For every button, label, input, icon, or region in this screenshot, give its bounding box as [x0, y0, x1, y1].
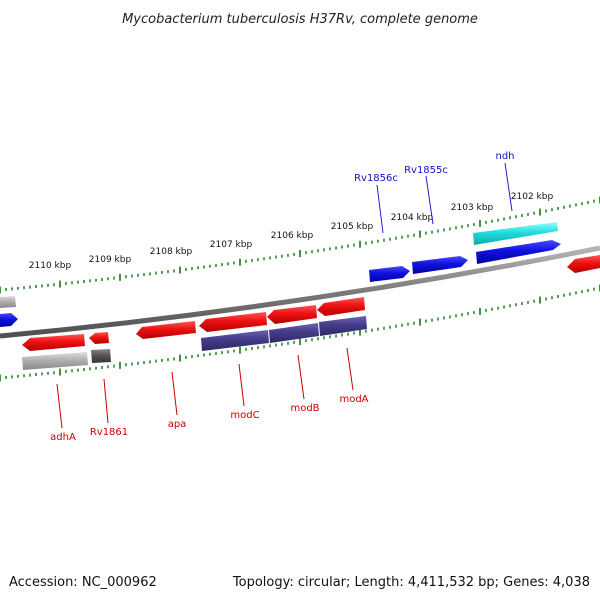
gene-adha-gray [22, 352, 88, 370]
tick-label-2103: 2103 kbp [451, 203, 494, 213]
gene-label-modb[interactable]: modB [290, 403, 319, 414]
gene-label-moda[interactable]: modA [339, 394, 368, 405]
tick-label-2104: 2104 kbp [391, 213, 434, 223]
gene-adha[interactable] [22, 334, 85, 351]
gene-ndh[interactable] [473, 222, 558, 245]
gene-rv1856c[interactable] [369, 266, 410, 282]
gene-rv1861[interactable] [89, 332, 109, 344]
forward-strand-features [22, 297, 367, 370]
gene-label-ndh[interactable]: ndh [495, 151, 514, 162]
gene-modc[interactable] [199, 312, 267, 332]
inner-tick-track [0, 284, 600, 382]
gene-modb-purple [269, 323, 319, 343]
genome-summary-text: Topology: circular; Length: 4,411,532 bp… [232, 575, 590, 590]
reverse-strand-features [0, 222, 600, 327]
gene-label-apa[interactable]: apa [168, 419, 187, 430]
gene-label-rv1855c[interactable]: Rv1855c [404, 165, 448, 176]
tick-label-2105: 2105 kbp [331, 222, 374, 232]
tick-label-2107: 2107 kbp [210, 240, 253, 250]
gene-label-adha[interactable]: adhA [50, 432, 76, 443]
gene-label-modc[interactable]: modC [230, 410, 259, 421]
gene-rv1861-gray [91, 349, 111, 363]
gene-moda[interactable] [317, 297, 365, 316]
tick-labels: 2110 kbp 2109 kbp 2108 kbp 2107 kbp 2106… [29, 192, 554, 271]
gene-label-rv1861[interactable]: Rv1861 [90, 427, 128, 438]
gene-modc-purple [201, 330, 269, 351]
gene-apa[interactable] [136, 321, 196, 339]
top-callout-lines [376, 162, 513, 234]
gene-blue-partial-left [0, 313, 18, 327]
accession-text: Accession: NC_000962 [9, 575, 157, 590]
gene-rv1855c[interactable] [412, 256, 468, 274]
outer-tick-track [0, 196, 600, 294]
tick-label-2110: 2110 kbp [29, 261, 72, 271]
map-title: Mycobacterium tuberculosis H37Rv, comple… [122, 12, 478, 27]
callout-line-rv1861 [103, 378, 109, 424]
bottom-gene-labels: adhA Rv1861 apa modC modB modA [50, 394, 369, 443]
callout-line-modc [238, 363, 245, 407]
gene-ndh-blue[interactable] [476, 240, 561, 264]
gene-modb[interactable] [267, 305, 317, 324]
tick-label-2109: 2109 kbp [89, 255, 132, 265]
callout-line-adha [56, 383, 63, 429]
tick-label-2108: 2108 kbp [150, 247, 193, 257]
gene-red-partial-right [567, 255, 600, 273]
tick-label-2106: 2106 kbp [271, 231, 314, 241]
callout-line-moda [346, 347, 354, 391]
bottom-callout-lines [56, 347, 354, 429]
gene-label-rv1856c[interactable]: Rv1856c [354, 173, 398, 184]
tick-label-2102: 2102 kbp [511, 192, 554, 202]
callout-line-modb [297, 354, 305, 400]
callout-line-rv1856c [376, 184, 384, 234]
top-gene-labels: Rv1856c Rv1855c ndh [354, 151, 514, 184]
callout-line-rv1855c [425, 175, 434, 225]
callout-line-ndh [504, 162, 513, 212]
genome-backbone [0, 245, 600, 339]
gene-moda-purple [319, 316, 367, 336]
gene-gray-partial-left [0, 296, 16, 308]
callout-line-apa [171, 371, 178, 416]
